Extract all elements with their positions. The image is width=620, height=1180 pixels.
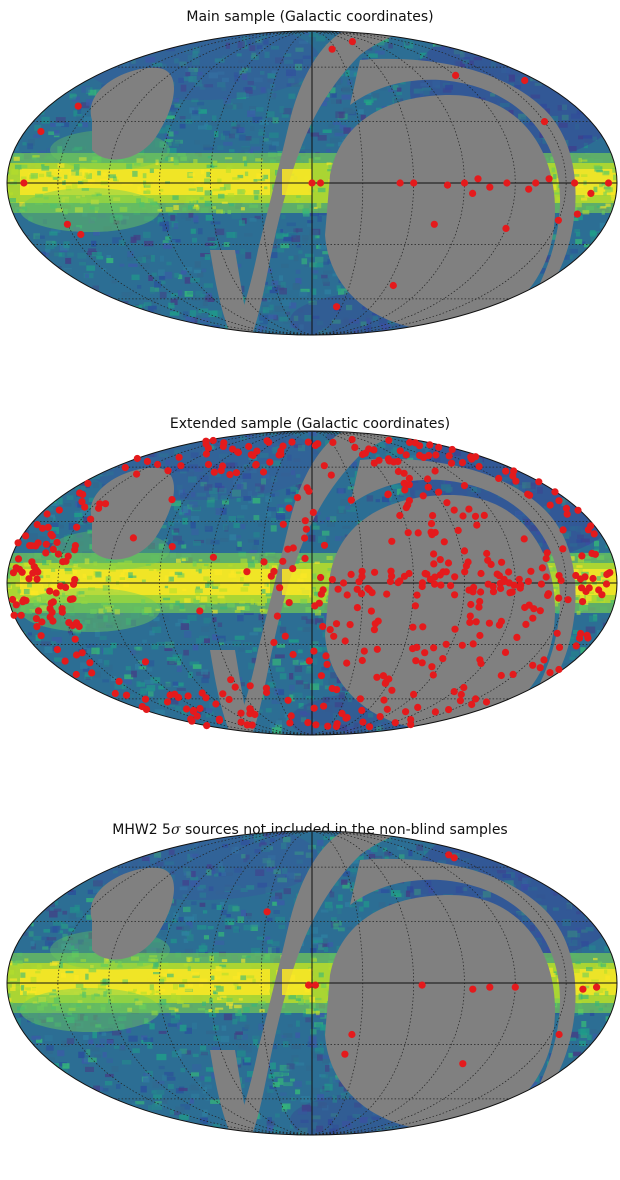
panel-mhw2: MHW2 5σ sources not included in the non-… xyxy=(0,0,620,1148)
source-point xyxy=(305,982,312,989)
source-point xyxy=(486,984,493,991)
source-point xyxy=(264,908,271,915)
source-point xyxy=(459,1060,466,1067)
source-point xyxy=(451,854,458,861)
source-point xyxy=(579,986,586,993)
source-point xyxy=(469,986,476,993)
mollweide-map-mhw2 xyxy=(0,800,620,1180)
source-point xyxy=(593,984,600,991)
source-point xyxy=(512,984,519,991)
source-point xyxy=(348,1031,355,1038)
source-point xyxy=(419,982,426,989)
source-point xyxy=(556,1031,563,1038)
source-point xyxy=(341,1051,348,1058)
source-point xyxy=(312,982,319,989)
